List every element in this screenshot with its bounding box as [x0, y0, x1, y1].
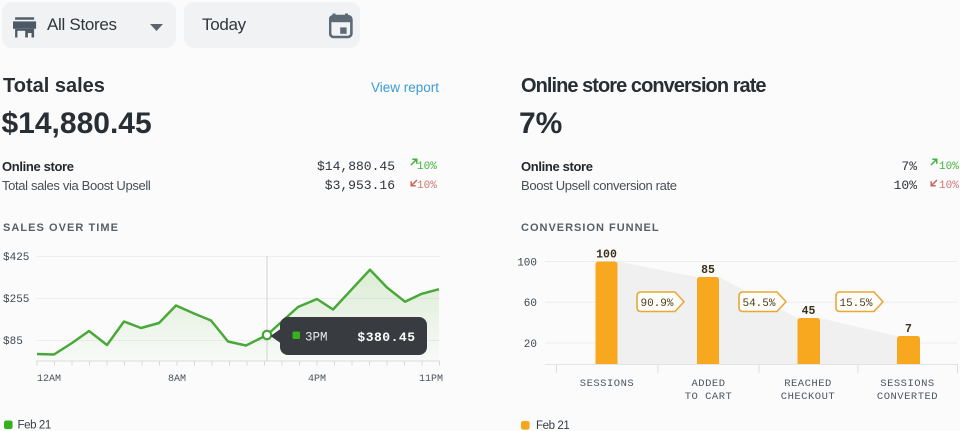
svg-text:SESSIONS: SESSIONS	[580, 378, 634, 390]
svg-text:11PM: 11PM	[419, 374, 443, 385]
svg-text:4PM: 4PM	[308, 374, 326, 385]
svg-text:20: 20	[524, 339, 537, 351]
svg-text:12AM: 12AM	[37, 374, 61, 385]
svg-text:TO CART: TO CART	[685, 391, 733, 403]
svg-text:85: 85	[701, 264, 715, 277]
svg-text:$425: $425	[3, 252, 29, 264]
svg-text:Feb 21: Feb 21	[536, 420, 569, 431]
svg-text:15.5%: 15.5%	[839, 298, 872, 310]
svg-text:54.5%: 54.5%	[742, 298, 775, 310]
svg-text:8AM: 8AM	[168, 374, 186, 385]
svg-text:100: 100	[596, 249, 617, 262]
svg-text:SESSIONS: SESSIONS	[880, 378, 934, 390]
svg-text:$380.45: $380.45	[357, 330, 415, 345]
svg-text:$255: $255	[3, 294, 29, 306]
svg-text:Feb 21: Feb 21	[18, 420, 51, 431]
svg-text:45: 45	[802, 305, 816, 318]
svg-text:60: 60	[524, 298, 537, 310]
svg-text:100: 100	[517, 258, 537, 270]
svg-text:CHECKOUT: CHECKOUT	[781, 391, 835, 403]
svg-text:90.9%: 90.9%	[640, 298, 673, 310]
svg-text:7: 7	[905, 323, 912, 336]
svg-text:$85: $85	[3, 336, 23, 348]
svg-text:REACHED: REACHED	[784, 378, 832, 390]
svg-text:3PM: 3PM	[305, 331, 328, 345]
svg-text:CONVERTED: CONVERTED	[877, 391, 938, 403]
svg-text:ADDED: ADDED	[691, 378, 725, 390]
